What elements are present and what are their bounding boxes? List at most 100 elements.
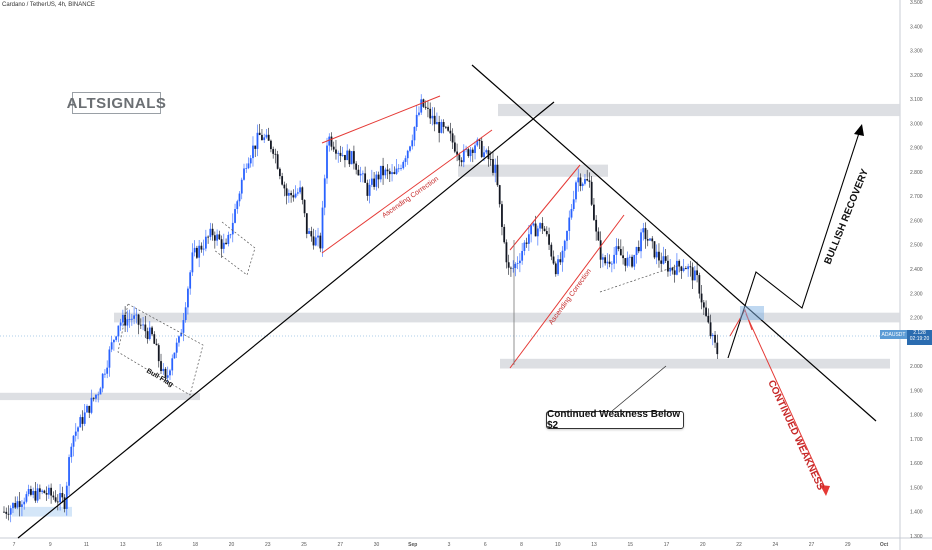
candle-body <box>308 231 310 234</box>
candle-body <box>440 121 443 133</box>
bullish-recovery-arrow-head <box>854 124 864 136</box>
candle-body <box>65 485 68 509</box>
candle-body <box>294 193 297 198</box>
candle-body <box>189 272 192 289</box>
plot-area <box>0 0 900 538</box>
candle-body <box>498 185 501 205</box>
candle-body <box>397 168 400 170</box>
candle-body <box>72 435 75 447</box>
candle-body <box>353 151 355 164</box>
candle-body <box>236 201 239 210</box>
x-tick-label: 20 <box>229 542 235 548</box>
candle-body <box>671 267 674 271</box>
candle-body <box>326 145 328 179</box>
candle-body <box>572 199 575 210</box>
candle-body <box>384 169 387 176</box>
candle-body <box>229 234 232 236</box>
candle-countdown: 02:19:20 <box>909 336 930 342</box>
chart-header-title: Cardano / TetherUS, 4h, BINANCE <box>2 2 95 8</box>
candle-body <box>680 266 683 271</box>
continued-weakness-arrow-head <box>820 485 830 496</box>
y-tick-label: 2.700 <box>910 194 923 200</box>
candle-body <box>95 394 97 399</box>
candle-body <box>182 320 185 333</box>
candle-body <box>153 334 156 344</box>
x-tick-label: 24 <box>772 542 778 548</box>
price-zone <box>114 312 900 323</box>
candle-body <box>227 234 230 245</box>
candle-body <box>386 169 389 172</box>
candle-body <box>151 327 153 335</box>
candle-body <box>130 318 133 320</box>
candle-body <box>373 178 376 187</box>
candle-body <box>658 251 660 261</box>
candle-body <box>317 235 319 238</box>
candle-body <box>601 257 604 260</box>
candle-body <box>68 457 70 486</box>
candle-body <box>261 134 263 141</box>
candle-body <box>449 130 452 134</box>
candle-body <box>496 164 499 186</box>
ascending-correction-2-upper-line <box>509 164 581 251</box>
candle-body <box>247 163 250 169</box>
candle-body <box>160 361 162 372</box>
candle-body <box>299 187 301 193</box>
x-tick-label: 3 <box>448 542 451 548</box>
candle-body <box>32 491 35 495</box>
candle-body <box>548 234 550 245</box>
candle-body <box>18 501 21 507</box>
candle-body <box>691 267 694 281</box>
candle-body <box>56 501 59 503</box>
candle-body <box>543 228 546 232</box>
candle-body <box>128 319 131 320</box>
candle-body <box>366 182 369 196</box>
candle-body <box>27 489 30 495</box>
candle-body <box>23 501 26 505</box>
candle-body <box>16 501 19 508</box>
x-tick-label: 29 <box>845 542 851 548</box>
candle-body <box>292 195 295 198</box>
candle-body <box>14 502 17 508</box>
candle-body <box>599 240 602 260</box>
candle-body <box>350 151 353 165</box>
descending-trendline <box>471 64 877 422</box>
flag-channel-2 <box>213 221 256 276</box>
candle-body <box>673 270 676 275</box>
price-zone <box>458 164 608 177</box>
candle-body <box>231 222 234 235</box>
candle-body <box>494 164 497 173</box>
candle-body <box>518 260 521 264</box>
candle-body <box>433 115 436 125</box>
x-tick-label: 17 <box>664 542 670 548</box>
candle-body <box>9 508 12 515</box>
candle-body <box>698 275 701 294</box>
candle-body <box>321 207 324 249</box>
candle-body <box>631 256 633 267</box>
candle-body <box>593 204 595 220</box>
x-tick-label: 8 <box>520 542 523 548</box>
candle-body <box>651 238 654 242</box>
candle-body <box>554 263 557 275</box>
y-tick-label: 3.400 <box>910 24 923 30</box>
candle-body <box>669 267 672 272</box>
candle-body <box>86 405 88 413</box>
candle-body <box>207 236 210 238</box>
candle-body <box>512 268 515 269</box>
candle-body <box>624 258 627 266</box>
candle-body <box>628 256 631 258</box>
y-tick-label: 3.100 <box>910 97 923 103</box>
candle-body <box>400 168 402 169</box>
candle-body <box>420 99 423 113</box>
x-tick-label: 13 <box>120 542 126 548</box>
candle-body <box>705 307 707 316</box>
candle-body <box>34 491 37 501</box>
candle-body <box>346 150 349 161</box>
candle-body <box>79 417 82 428</box>
candle-body <box>644 228 647 240</box>
candle-body <box>514 263 517 269</box>
candle-body <box>541 223 544 229</box>
candle-body <box>59 493 61 503</box>
x-tick-label: 25 <box>301 542 307 548</box>
ascending-correction-lower-line <box>321 129 493 254</box>
